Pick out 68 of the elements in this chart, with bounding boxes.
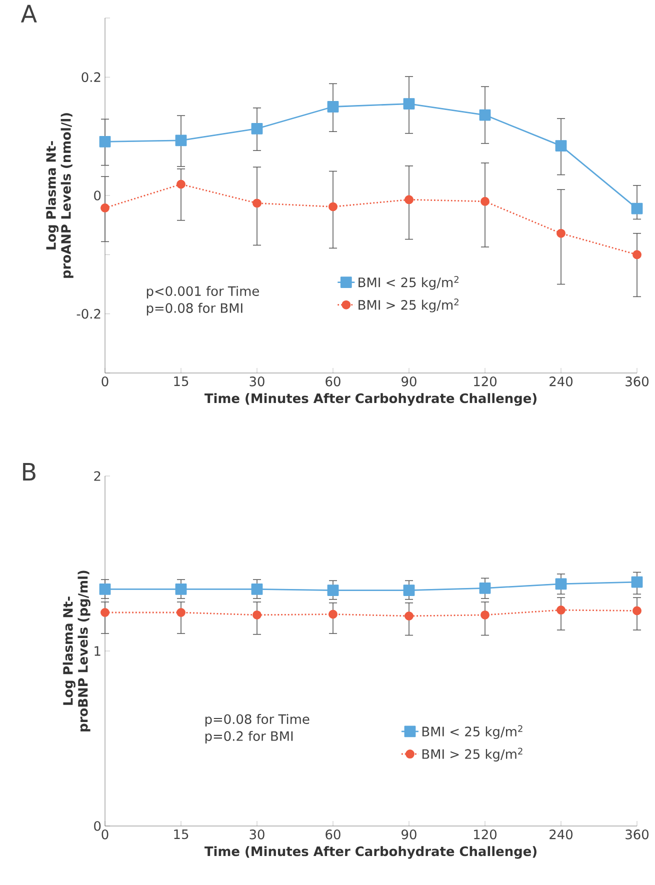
x-axis-title: Time (Minutes After Carbohydrate Challenge) xyxy=(204,846,536,859)
chart-title: B xyxy=(23,463,36,480)
x-tick-label: 90 xyxy=(402,376,416,386)
annotation: p=0.08 for BMI xyxy=(146,302,242,316)
y-tick-label: -0.2 xyxy=(76,308,100,319)
point xyxy=(403,98,415,110)
point xyxy=(100,608,110,617)
x-tick-label: 0 xyxy=(102,830,108,840)
point xyxy=(175,134,187,146)
point xyxy=(251,122,263,134)
point xyxy=(480,610,490,620)
point xyxy=(479,109,491,121)
point xyxy=(99,584,111,595)
y-axis-title: Log Plasma Nt-proANP Levels (nmol/l) xyxy=(46,113,74,278)
point xyxy=(404,611,414,620)
point xyxy=(555,578,567,590)
x-tick-label: 0 xyxy=(102,376,108,386)
x-tick-label: 90 xyxy=(402,830,416,840)
x-axis-title: Time (Minutes After Carbohydrate Challenge) xyxy=(204,393,536,406)
point xyxy=(555,140,567,152)
point xyxy=(327,101,339,112)
point xyxy=(175,584,187,595)
x-tick-label: 240 xyxy=(550,376,572,386)
point xyxy=(479,582,491,594)
point xyxy=(632,250,642,260)
point xyxy=(328,610,338,619)
y-tick-label: 1 xyxy=(94,646,100,656)
point xyxy=(176,180,186,189)
y-tick-label: 0 xyxy=(94,190,101,200)
x-tick-label: 15 xyxy=(174,376,188,386)
point xyxy=(631,576,643,588)
x-tick-label: 60 xyxy=(326,376,340,386)
y-tick-label: 0 xyxy=(94,821,101,831)
x-tick-label: 15 xyxy=(174,830,188,840)
x-tick-label: 30 xyxy=(250,830,264,840)
point xyxy=(631,202,643,214)
annotation: p=0.08 for Time xyxy=(205,714,310,727)
annotation: p=0.2 for BMI xyxy=(205,730,293,744)
x-tick-label: 360 xyxy=(626,376,648,386)
legend-label: BMI < 25 kg/m$^{2}$ xyxy=(358,276,458,290)
point xyxy=(480,196,490,206)
point xyxy=(100,203,110,212)
point xyxy=(328,202,338,212)
point xyxy=(404,195,414,204)
y-tick-label: 2 xyxy=(94,471,100,481)
annotation: p<0.001 for Time xyxy=(146,286,259,299)
x-tick-label: 360 xyxy=(626,830,648,840)
x-tick-label: 240 xyxy=(550,830,572,840)
point xyxy=(252,198,262,208)
chart-title: A xyxy=(20,4,37,22)
legend-label: BMI < 25 kg/m$^{2}$ xyxy=(422,725,522,739)
point xyxy=(632,606,642,616)
point xyxy=(251,584,263,595)
x-tick-label: 30 xyxy=(250,376,264,386)
legend-label: BMI > 25 kg/m$^{2}$ xyxy=(358,298,458,312)
x-tick-label: 120 xyxy=(474,830,496,840)
legend-label: BMI > 25 kg/m$^{2}$ xyxy=(422,748,522,762)
point xyxy=(556,606,566,615)
point xyxy=(176,608,186,617)
point xyxy=(252,610,262,620)
point xyxy=(327,584,339,596)
point xyxy=(556,228,566,238)
point xyxy=(99,136,111,148)
x-tick-label: 60 xyxy=(326,830,340,840)
point xyxy=(403,584,415,596)
y-axis-title: Log Plasma Nt-proBNP Levels (pg/ml) xyxy=(62,570,90,732)
y-tick-label: 0.2 xyxy=(82,72,100,82)
x-tick-label: 120 xyxy=(474,376,496,386)
